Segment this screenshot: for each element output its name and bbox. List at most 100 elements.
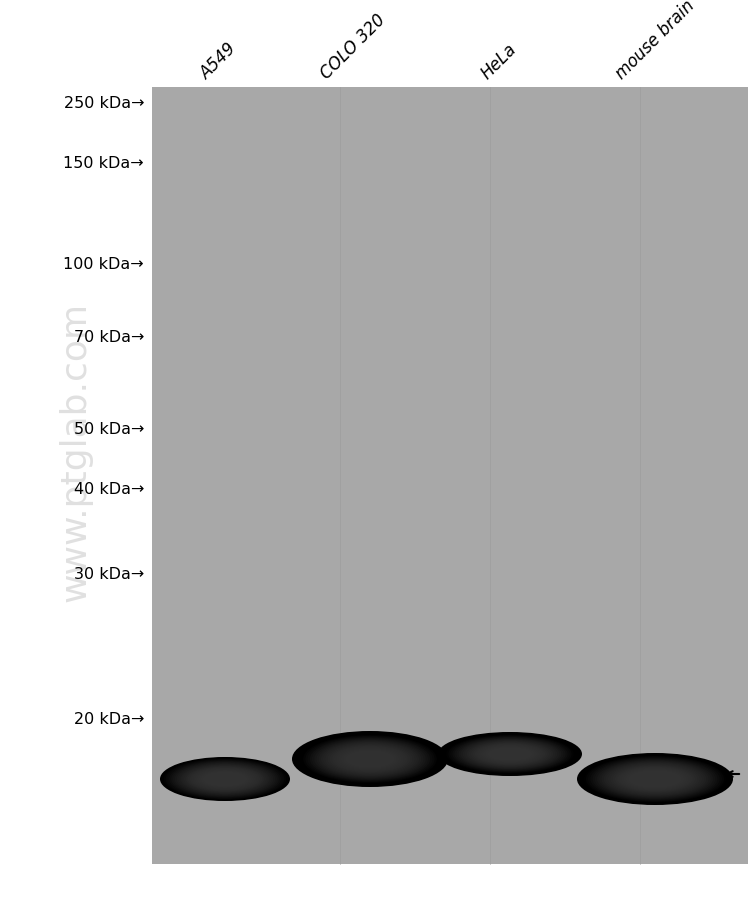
Ellipse shape xyxy=(202,771,248,787)
Text: HeLa: HeLa xyxy=(477,41,520,83)
Ellipse shape xyxy=(170,760,280,798)
Ellipse shape xyxy=(477,744,543,764)
Ellipse shape xyxy=(184,765,266,793)
Ellipse shape xyxy=(344,750,397,769)
Ellipse shape xyxy=(454,737,566,771)
Ellipse shape xyxy=(491,749,529,759)
Ellipse shape xyxy=(599,760,711,797)
Ellipse shape xyxy=(314,739,426,779)
Ellipse shape xyxy=(579,754,730,805)
Ellipse shape xyxy=(473,743,547,766)
Ellipse shape xyxy=(606,763,704,796)
Ellipse shape xyxy=(166,759,284,799)
Text: A549: A549 xyxy=(197,40,241,83)
Ellipse shape xyxy=(444,734,576,774)
Bar xyxy=(152,87,748,864)
Ellipse shape xyxy=(190,768,260,791)
Ellipse shape xyxy=(337,747,404,771)
Ellipse shape xyxy=(294,732,446,787)
Ellipse shape xyxy=(162,758,288,800)
Ellipse shape xyxy=(321,741,419,777)
Ellipse shape xyxy=(450,736,570,772)
Ellipse shape xyxy=(466,741,554,768)
Ellipse shape xyxy=(352,753,388,766)
Text: COLO 320: COLO 320 xyxy=(317,11,389,83)
Ellipse shape xyxy=(581,755,728,804)
Ellipse shape xyxy=(175,762,275,796)
Ellipse shape xyxy=(332,746,408,773)
Ellipse shape xyxy=(330,745,410,774)
Ellipse shape xyxy=(438,732,582,776)
Text: 50 kDa→: 50 kDa→ xyxy=(74,422,144,437)
Ellipse shape xyxy=(348,751,392,767)
Ellipse shape xyxy=(471,742,549,766)
Text: www.ptglab.com: www.ptglab.com xyxy=(58,301,92,601)
Ellipse shape xyxy=(465,741,555,768)
Text: 150 kDa→: 150 kDa→ xyxy=(63,155,144,170)
Ellipse shape xyxy=(622,768,688,790)
Ellipse shape xyxy=(638,773,673,785)
Ellipse shape xyxy=(201,771,249,787)
Ellipse shape xyxy=(442,733,578,775)
Ellipse shape xyxy=(446,735,574,774)
Ellipse shape xyxy=(182,765,268,794)
Text: 250 kDa→: 250 kDa→ xyxy=(64,96,144,110)
Ellipse shape xyxy=(595,759,716,799)
Ellipse shape xyxy=(167,759,283,798)
Ellipse shape xyxy=(626,769,684,788)
Ellipse shape xyxy=(210,774,240,784)
Ellipse shape xyxy=(209,774,242,785)
Ellipse shape xyxy=(457,738,563,770)
Ellipse shape xyxy=(326,743,415,775)
Ellipse shape xyxy=(608,764,702,795)
Text: 40 kDa→: 40 kDa→ xyxy=(74,482,144,497)
Ellipse shape xyxy=(323,742,417,776)
Ellipse shape xyxy=(440,732,580,776)
Ellipse shape xyxy=(310,738,430,781)
Ellipse shape xyxy=(319,741,422,778)
Ellipse shape xyxy=(633,772,677,787)
Ellipse shape xyxy=(448,735,572,773)
Ellipse shape xyxy=(635,772,675,786)
Ellipse shape xyxy=(296,732,443,786)
Ellipse shape xyxy=(588,757,722,801)
Ellipse shape xyxy=(206,773,244,786)
Ellipse shape xyxy=(339,748,401,770)
Ellipse shape xyxy=(624,769,686,789)
Ellipse shape xyxy=(205,772,245,786)
Ellipse shape xyxy=(194,769,256,790)
Ellipse shape xyxy=(620,768,691,791)
Ellipse shape xyxy=(586,756,724,802)
Ellipse shape xyxy=(613,765,698,793)
Ellipse shape xyxy=(177,763,273,796)
Ellipse shape xyxy=(197,769,253,788)
Ellipse shape xyxy=(482,745,538,763)
Ellipse shape xyxy=(628,770,682,788)
Ellipse shape xyxy=(312,739,428,780)
Ellipse shape xyxy=(328,744,412,774)
Ellipse shape xyxy=(597,759,713,798)
Ellipse shape xyxy=(164,759,286,800)
Ellipse shape xyxy=(350,752,390,767)
Ellipse shape xyxy=(341,749,399,769)
Ellipse shape xyxy=(592,759,718,800)
Ellipse shape xyxy=(604,762,706,796)
Ellipse shape xyxy=(602,761,709,797)
Ellipse shape xyxy=(577,753,733,805)
Ellipse shape xyxy=(460,739,560,769)
Ellipse shape xyxy=(178,763,272,795)
Ellipse shape xyxy=(173,761,277,796)
Text: 100 kDa→: 100 kDa→ xyxy=(63,257,144,272)
Ellipse shape xyxy=(298,733,441,785)
Ellipse shape xyxy=(631,771,680,787)
Ellipse shape xyxy=(334,746,406,772)
Ellipse shape xyxy=(305,736,435,782)
Ellipse shape xyxy=(316,740,424,778)
Ellipse shape xyxy=(186,766,264,792)
Ellipse shape xyxy=(479,745,541,764)
Ellipse shape xyxy=(292,732,448,787)
Ellipse shape xyxy=(303,735,436,783)
Ellipse shape xyxy=(191,768,259,790)
Ellipse shape xyxy=(584,755,726,803)
Ellipse shape xyxy=(494,750,526,759)
